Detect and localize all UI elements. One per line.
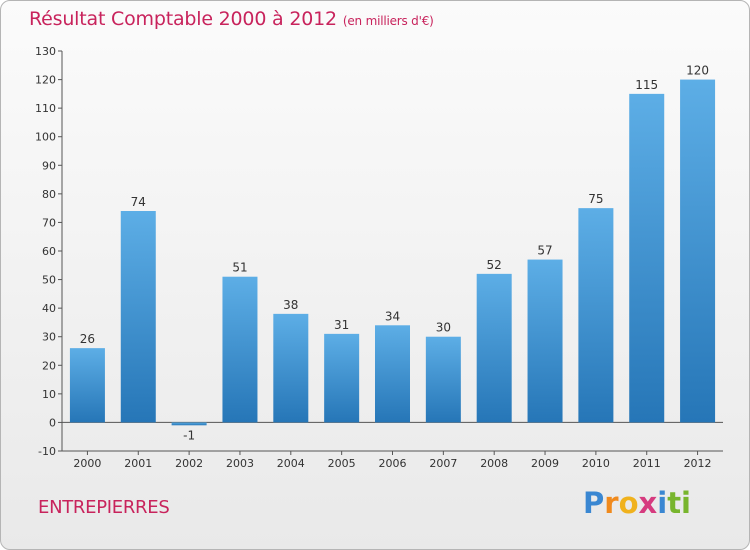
data-label: 120 [686,64,709,78]
y-tick-label: -10 [38,445,56,458]
x-tick-label: 2002 [175,457,203,470]
logo-letter: o [618,486,639,520]
proxiti-logo: Proxiti [583,486,691,520]
y-tick-label: 0 [49,416,56,429]
bar [578,208,614,423]
y-tick-label: 80 [42,188,56,201]
y-tick-label: 100 [35,131,56,144]
bar [69,348,105,423]
logo-letter: ti [667,486,691,520]
x-tick-label: 2004 [277,457,305,470]
data-label: 31 [334,318,349,332]
bar [222,276,258,423]
bar [273,313,309,423]
x-tick-label: 2005 [328,457,356,470]
place-name: ENTREPIERRES [38,497,170,518]
y-tick-label: 120 [35,74,56,87]
data-label: 30 [436,321,451,335]
x-tick-label: 2011 [633,457,661,470]
y-tick-label: 40 [42,302,56,315]
y-tick-label: 20 [42,359,56,372]
bar [425,336,461,423]
x-tick-label: 2001 [124,457,152,470]
x-tick-label: 2000 [73,457,101,470]
bar [527,259,563,423]
bar [680,79,716,423]
bar [476,273,512,423]
logo-letter: P [583,486,605,520]
data-label: 75 [588,192,603,206]
x-tick-label: 2012 [684,457,712,470]
bar [324,333,360,423]
bar [629,93,665,423]
data-label: 51 [232,261,247,275]
data-label: -1 [183,428,195,442]
bar [120,211,156,423]
data-label: 38 [283,298,298,312]
data-label: 52 [487,258,502,272]
data-label: 57 [537,244,552,258]
x-tick-label: 2010 [582,457,610,470]
data-label: 34 [385,309,400,323]
title-text: Résultat Comptable 2000 à 2012 [29,8,337,30]
data-label: 74 [131,195,146,209]
unit-text: (en milliers d'€) [342,14,434,28]
y-tick-label: 70 [42,216,56,229]
y-tick-label: 50 [42,274,56,287]
logo-letter: r [604,486,619,520]
data-label: 115 [635,78,658,92]
logo-letter: x [638,486,658,520]
x-tick-label: 2006 [379,457,407,470]
bar [375,325,410,423]
y-tick-label: 30 [42,331,56,344]
y-tick-label: 90 [42,159,56,172]
data-label: 26 [80,332,95,346]
x-tick-label: 2003 [226,457,254,470]
x-tick-label: 2007 [429,457,457,470]
y-tick-label: 60 [42,245,56,258]
x-tick-label: 2009 [531,457,559,470]
x-tick-label: 2008 [480,457,508,470]
bar [171,422,207,426]
chart-title: Résultat Comptable 2000 à 2012 (en millie… [29,8,434,30]
y-tick-label: 110 [35,102,56,115]
y-tick-label: 10 [42,388,56,401]
logo-letter: i [657,486,668,520]
y-tick-label: 130 [35,45,56,58]
